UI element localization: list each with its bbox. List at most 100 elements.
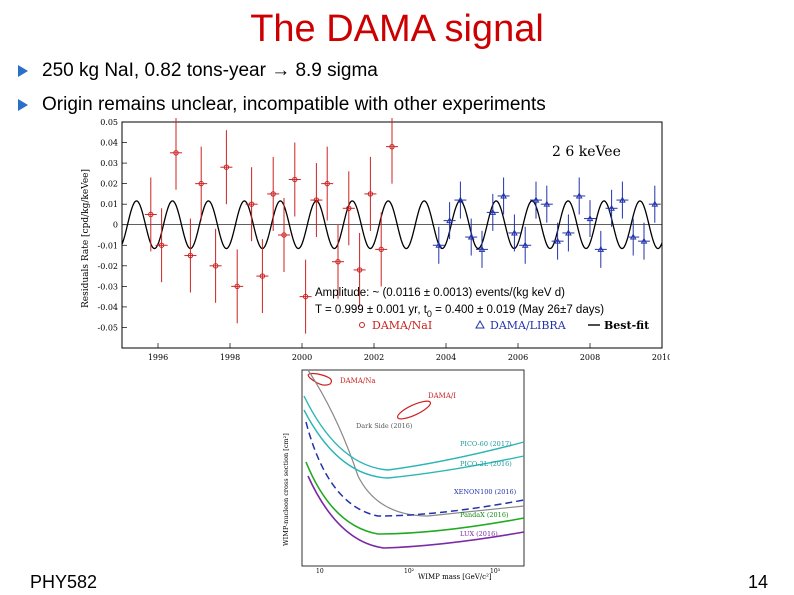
pandax-curve — [305, 461, 525, 535]
legend: DAMA/NaI DAMA/LIBRA Best-fit — [359, 319, 650, 332]
dama-libra-point — [511, 229, 518, 236]
dama-nai-point — [173, 150, 179, 156]
xenon100-curve — [305, 421, 525, 517]
dama-libra-point — [565, 229, 572, 236]
dama-libra-point — [500, 192, 507, 199]
dama-nai-point — [335, 259, 341, 265]
pandax-label: PandaX (2016) — [460, 511, 509, 519]
y-tick-label: -0.04 — [97, 303, 118, 312]
dama-nai-point — [356, 267, 363, 273]
dama-nai-point — [270, 191, 276, 197]
legend-dama-nai: DAMA/NaI — [372, 319, 432, 332]
dama-libra-point — [619, 196, 626, 203]
exclusion-x-label: WIMP mass [GeV/c²] — [418, 573, 492, 581]
legend-best-fit: Best-fit — [604, 319, 650, 332]
dama-i-label: DAMA/I — [428, 392, 456, 400]
pico60-label: PICO-60 (2017) — [460, 440, 512, 448]
dama-nai-point — [158, 242, 165, 248]
dama-nai-point — [148, 211, 154, 218]
dama-libra-point — [435, 241, 443, 248]
dama-nai-point — [248, 201, 255, 207]
lux-curve — [307, 475, 525, 549]
xenon100-label: XENON100 (2016) — [454, 488, 517, 496]
dama-libra-point — [489, 208, 497, 215]
x-tick-label: 1996 — [148, 353, 168, 362]
dama-nai-point — [367, 191, 374, 197]
x-tick-label: 2000 — [292, 353, 312, 362]
dama-nai-point — [234, 283, 240, 290]
bullet-arrow-icon — [18, 99, 28, 111]
dama-nai-point — [212, 263, 219, 269]
dama-libra-point — [586, 215, 594, 222]
exclusion-xtick-3: 10³ — [490, 568, 501, 575]
dama-libra-point — [446, 217, 453, 224]
dama-libra-point — [608, 204, 615, 211]
best-fit-curve — [121, 200, 663, 250]
dama-nai-point — [389, 143, 395, 150]
dama-nai-point — [302, 293, 309, 300]
y-tick-label: -0.03 — [97, 282, 118, 291]
dama-libra-point — [640, 237, 648, 244]
exclusion-limits-chart: WIMP-nucleon cross section [cm²] WIMP ma… — [268, 366, 530, 584]
amplitude-annotation: Amplitude: ~ (0.0116 ± 0.0013) events/(k… — [315, 287, 565, 299]
x-tick-label: 2006 — [508, 353, 528, 362]
dama-libra-point — [575, 192, 583, 199]
dama-nai-point — [259, 273, 266, 279]
dama-libra-point — [629, 233, 637, 240]
dama-libra-point — [554, 237, 561, 244]
page-number: 14 — [747, 572, 768, 592]
bullet-2: Origin remains unclear, incompatible wit… — [18, 94, 546, 116]
slide-title: The DAMA signal — [250, 8, 544, 50]
dama-nai-point — [378, 246, 384, 253]
dama-nai-point — [346, 205, 352, 211]
y-tick-label: 0.04 — [100, 139, 118, 148]
dama-libra-point — [651, 200, 659, 207]
x-tick-label: 2008 — [580, 353, 600, 362]
y-tick-label: 0.05 — [100, 118, 118, 127]
period-annotation: T = 0.999 ± 0.001 yr, t0 = 0.400 ± 0.019… — [315, 304, 604, 319]
bullet-arrow-icon — [18, 65, 28, 77]
chart-title: 2 6 keVee — [552, 144, 621, 160]
dama-libra-point — [457, 196, 464, 203]
pico2l-curve — [303, 409, 525, 479]
y-axis-label: Residuals Rate [cpd/kg/keVee] — [81, 169, 91, 308]
residuals-chart: Residuals Rate [cpd/kg/keVee] 0.05 0.04 0.… — [81, 118, 670, 362]
dama-nai-point — [281, 232, 287, 238]
y-tick-label: 0.03 — [100, 159, 118, 168]
dama-na-label: DAMA/Na — [340, 377, 376, 385]
footer-course: PHY582 — [30, 572, 98, 592]
dama-nai-point — [324, 180, 330, 187]
dama-libra-point — [521, 241, 529, 248]
dama-libra-point — [543, 200, 551, 207]
bullet-1-text: 250 kg NaI, 0.82 tons-year → 8.9 sigma — [42, 60, 378, 81]
dama-nai-point — [292, 176, 298, 183]
dama-nai-point — [313, 197, 320, 203]
y-tick-label: 0.02 — [100, 180, 118, 189]
bullet-2-text: Origin remains unclear, incompatible wit… — [42, 94, 546, 115]
y-tick-label: 0 — [113, 221, 118, 230]
y-tick-label: 0.01 — [100, 200, 118, 209]
dama-nai-point — [198, 180, 204, 187]
legend-dama-libra: DAMA/LIBRA — [490, 319, 567, 332]
y-tick-label: -0.05 — [97, 323, 118, 332]
exclusion-y-label: WIMP-nucleon cross section [cm²] — [282, 433, 290, 546]
dark-side-curve — [307, 369, 525, 517]
dama-nai-point — [187, 252, 194, 259]
bullet-1: 250 kg NaI, 0.82 tons-year → 8.9 sigma — [18, 60, 378, 82]
dark-side-label: Dark Side (2016) — [356, 422, 413, 430]
dama-libra-point — [597, 245, 605, 252]
pico2l-label: PICO-2L (2016) — [460, 460, 512, 468]
dama-libra-point — [532, 196, 540, 203]
dama-na-region — [307, 372, 333, 386]
x-tick-label: 2004 — [436, 353, 456, 362]
dama-libra-point — [467, 233, 475, 240]
pico60-curve — [303, 395, 525, 471]
exclusion-xtick-2: 10² — [404, 568, 415, 575]
dama-libra-point — [478, 245, 486, 252]
x-tick-label: 2002 — [364, 353, 384, 362]
y-tick-label: -0.02 — [97, 262, 118, 271]
dama-i-region — [396, 400, 432, 420]
x-tick-label: 2010 — [652, 353, 670, 362]
lux-label: LUX (2016) — [460, 530, 498, 538]
x-tick-label: 1998 — [220, 353, 240, 362]
